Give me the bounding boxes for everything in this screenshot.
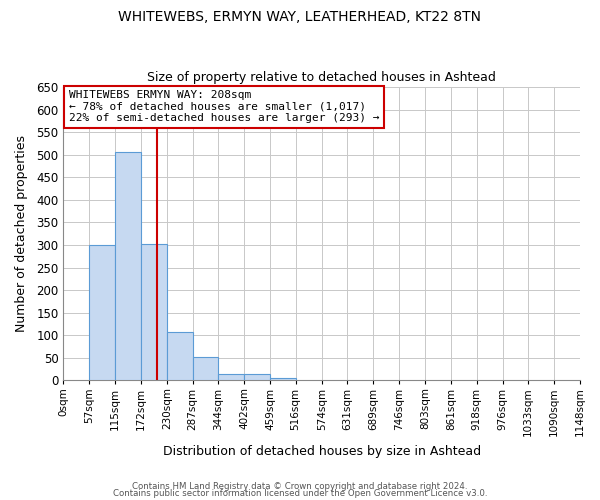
Text: Contains HM Land Registry data © Crown copyright and database right 2024.: Contains HM Land Registry data © Crown c… [132,482,468,491]
X-axis label: Distribution of detached houses by size in Ashtead: Distribution of detached houses by size … [163,444,481,458]
Y-axis label: Number of detached properties: Number of detached properties [15,136,28,332]
Bar [218,374,244,380]
Bar [270,378,296,380]
Bar [89,245,115,380]
Bar [115,152,141,380]
Bar [141,244,167,380]
Bar [244,374,270,380]
Bar [167,332,193,380]
Text: WHITEWEBS ERMYN WAY: 208sqm
← 78% of detached houses are smaller (1,017)
22% of : WHITEWEBS ERMYN WAY: 208sqm ← 78% of det… [68,90,379,123]
Text: Contains public sector information licensed under the Open Government Licence v3: Contains public sector information licen… [113,490,487,498]
Title: Size of property relative to detached houses in Ashtead: Size of property relative to detached ho… [147,72,496,85]
Text: WHITEWEBS, ERMYN WAY, LEATHERHEAD, KT22 8TN: WHITEWEBS, ERMYN WAY, LEATHERHEAD, KT22 … [119,10,482,24]
Bar [193,356,218,380]
